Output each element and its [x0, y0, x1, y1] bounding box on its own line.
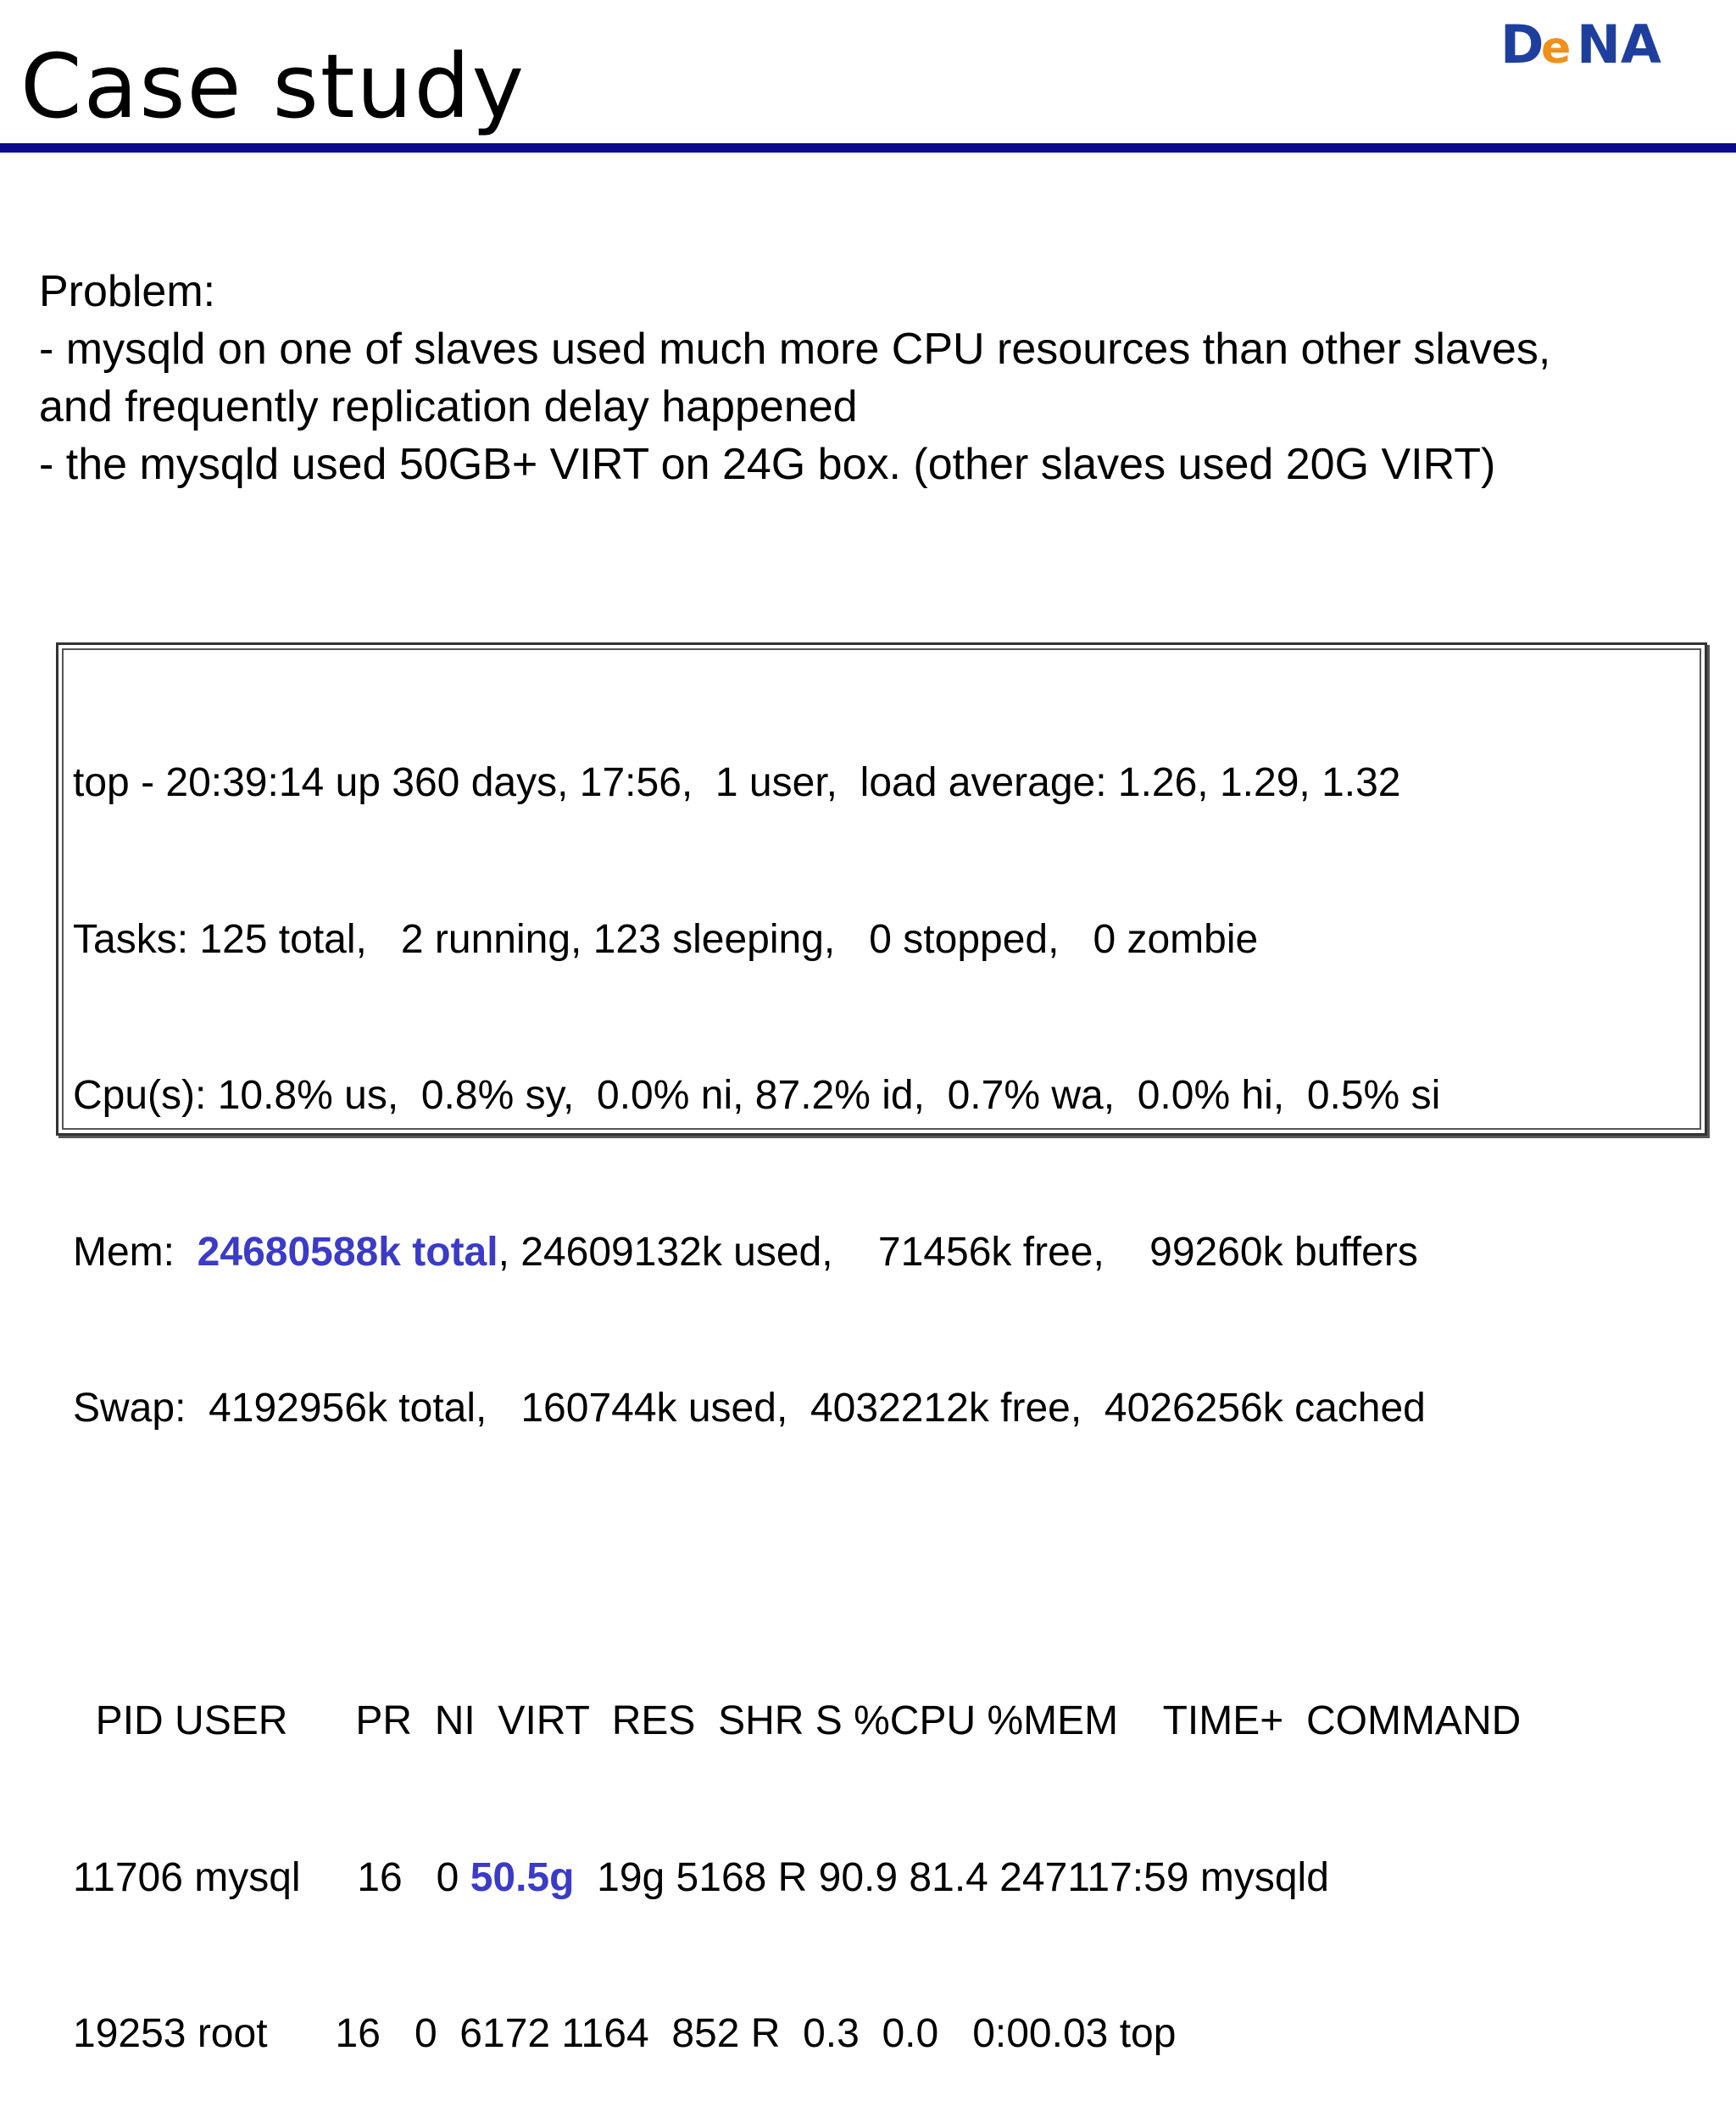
slide-title: Case study	[20, 35, 526, 138]
row1-rest: 19g 5168 R 90.9 81.4 247117:59 mysqld	[574, 1854, 1329, 1900]
top-output-box	[56, 642, 1707, 1136]
top-tasks-line: Tasks: 125 total, 2 running, 123 sleepin…	[73, 916, 1259, 962]
top-swap-line: Swap: 4192956k total, 160744k used, 4032…	[73, 1386, 1426, 1431]
logo-letter-e: e	[1541, 23, 1571, 74]
top-output-inner-border	[62, 648, 1701, 1130]
logo-letter-d: D	[1500, 14, 1544, 75]
top-cpu-line: Cpu(s): 10.8% us, 0.8% sy, 0.0% ni, 87.2…	[73, 1073, 1441, 1118]
problem-line-3: - the mysqld used 50GB+ VIRT on 24G box.…	[39, 440, 1496, 489]
problem-line-1: - mysqld on one of slaves used much more…	[39, 325, 1551, 374]
top-blank-line	[73, 1539, 1521, 1592]
dena-logo: D e NA	[1500, 14, 1661, 75]
row1-virt-highlight: 50.5g	[470, 1854, 575, 1900]
logo-letters-na: NA	[1577, 14, 1661, 75]
mem-prefix: Mem:	[73, 1229, 198, 1275]
process-row-mysqld: 11706 mysql 16 0 50.5g 19g 5168 R 90.9 8…	[73, 1852, 1521, 1904]
process-row-top: 19253 root 16 0 6172 1164 852 R 0.3 0.0 …	[73, 2011, 1177, 2056]
process-table-header: PID USER PR NI VIRT RES SHR S %CPU %MEM …	[73, 1698, 1522, 1743]
top-output-text: top - 20:39:14 up 360 days, 17:56, 1 use…	[73, 653, 1521, 2112]
top-mem-line: Mem: 24680588k total, 24609132k used, 71…	[73, 1226, 1521, 1279]
problem-line-2: and frequently replication delay happene…	[39, 382, 858, 431]
mem-total-highlight: 24680588k total	[197, 1229, 498, 1275]
problem-heading: Problem:	[39, 267, 216, 316]
top-summary-line: top - 20:39:14 up 360 days, 17:56, 1 use…	[73, 760, 1401, 805]
title-divider	[0, 143, 1736, 153]
row1-prefix: 11706 mysql 16 0	[73, 1854, 470, 1900]
problem-statement: Problem: - mysqld on one of slaves used …	[39, 263, 1550, 493]
mem-rest: , 24609132k used, 71456k free, 99260k bu…	[498, 1229, 1418, 1275]
